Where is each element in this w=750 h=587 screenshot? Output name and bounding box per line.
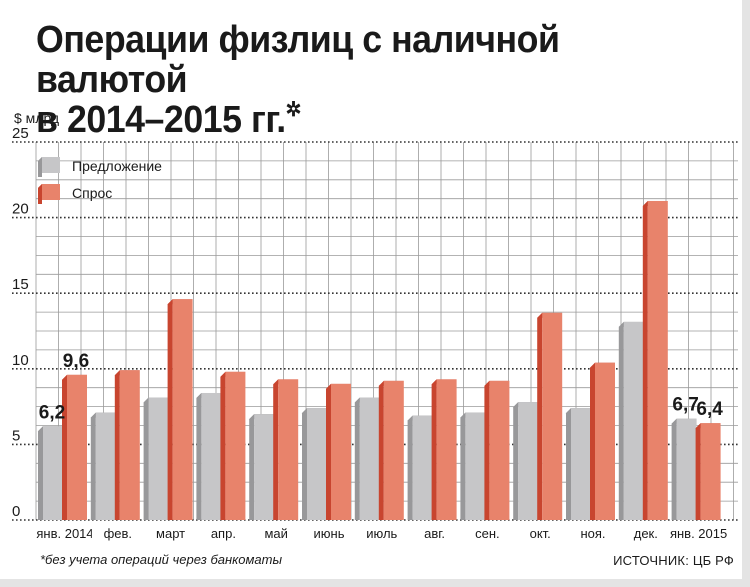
title-line-1: Операции физлиц с наличной валютой <box>36 19 560 101</box>
bar-demand <box>590 362 615 520</box>
bar-demand <box>484 380 510 520</box>
x-tick-label: янв. 2014 <box>36 526 93 541</box>
legend-label: Предложение <box>72 158 162 174</box>
bar-demand <box>431 379 457 520</box>
bar-supply <box>618 321 644 520</box>
x-tick-label-bg <box>514 525 567 543</box>
x-tick-label: июль <box>366 526 397 541</box>
y-tick-label: 0 <box>12 503 20 520</box>
y-tick-label: 15 <box>12 276 29 293</box>
data-label: 6,2 <box>39 402 65 423</box>
bar-supply <box>513 402 539 520</box>
x-tick-label-bg <box>672 525 725 543</box>
bar-demand <box>114 370 140 520</box>
bar-demand <box>642 200 668 520</box>
x-tick-label: май <box>264 526 287 541</box>
bar-supply <box>196 392 222 520</box>
y-tick-label: 5 <box>12 427 20 444</box>
y-tick-label: 20 <box>12 201 29 218</box>
x-tick-label-bg <box>461 525 514 543</box>
data-label: 6,4 <box>696 399 723 420</box>
x-tick-label: июнь <box>314 526 345 541</box>
y-tick-label: 10 <box>12 352 29 369</box>
source-note: ИСТОЧНИК: ЦБ РФ <box>613 553 734 568</box>
y-tick-label: 25 <box>12 125 29 142</box>
bar-supply <box>671 418 697 520</box>
footnote: *без учета операций через банкоматы <box>40 552 283 567</box>
x-tick-label: март <box>156 526 185 541</box>
x-tick-label-bg <box>619 525 672 543</box>
x-tick-label-bg <box>197 525 250 543</box>
bar-demand <box>220 371 246 520</box>
x-tick-label-bg <box>39 525 91 543</box>
bar-demand <box>62 374 87 520</box>
bar-demand <box>537 312 563 520</box>
bar-supply <box>460 412 486 520</box>
x-tick-label-bg <box>355 525 408 543</box>
bar-demand <box>167 299 193 520</box>
legend-label: Спрос <box>72 185 112 201</box>
data-label: 6,7 <box>672 395 698 416</box>
bar-supply <box>249 414 275 520</box>
x-tick-label: апр. <box>211 526 236 541</box>
title-line-2: в 2014–2015 гг. <box>36 99 286 141</box>
x-tick-label-bg <box>303 525 355 543</box>
title-asterisk: ✲ <box>285 99 302 121</box>
x-tick-label: окт. <box>530 526 551 541</box>
x-tick-label-bg <box>567 525 619 543</box>
x-tick-label-bg <box>408 525 461 543</box>
x-tick-label: ноя. <box>580 526 605 541</box>
x-tick-label: сен. <box>475 526 500 541</box>
x-tick-label: фев. <box>104 526 132 541</box>
x-tick-label-bg <box>144 525 197 543</box>
bar-supply <box>302 408 327 520</box>
bar-supply <box>354 397 380 520</box>
bar-demand <box>273 379 299 520</box>
bar-demand <box>378 380 404 520</box>
bar-supply <box>90 412 116 520</box>
bar-supply <box>407 415 433 520</box>
x-tick-label: дек. <box>634 526 658 541</box>
legend-item-demand: Спрос <box>38 184 112 204</box>
y-axis-label: $ млрд <box>14 110 60 126</box>
x-tick-label: авг. <box>424 526 445 541</box>
bar-supply <box>38 426 63 520</box>
x-tick-label-bg <box>250 525 303 543</box>
x-tick-label-bg <box>91 525 144 543</box>
x-tick-label: янв. 2015 <box>670 526 727 541</box>
chart-title: Операции физлиц с наличной валютой в 201… <box>36 20 685 140</box>
bar-demand <box>326 383 351 520</box>
bar-supply <box>143 397 169 520</box>
legend-item-supply: Предложение <box>38 157 162 177</box>
data-label: 9,6 <box>63 351 89 372</box>
bar-supply <box>566 408 591 520</box>
bar-demand <box>695 423 721 520</box>
